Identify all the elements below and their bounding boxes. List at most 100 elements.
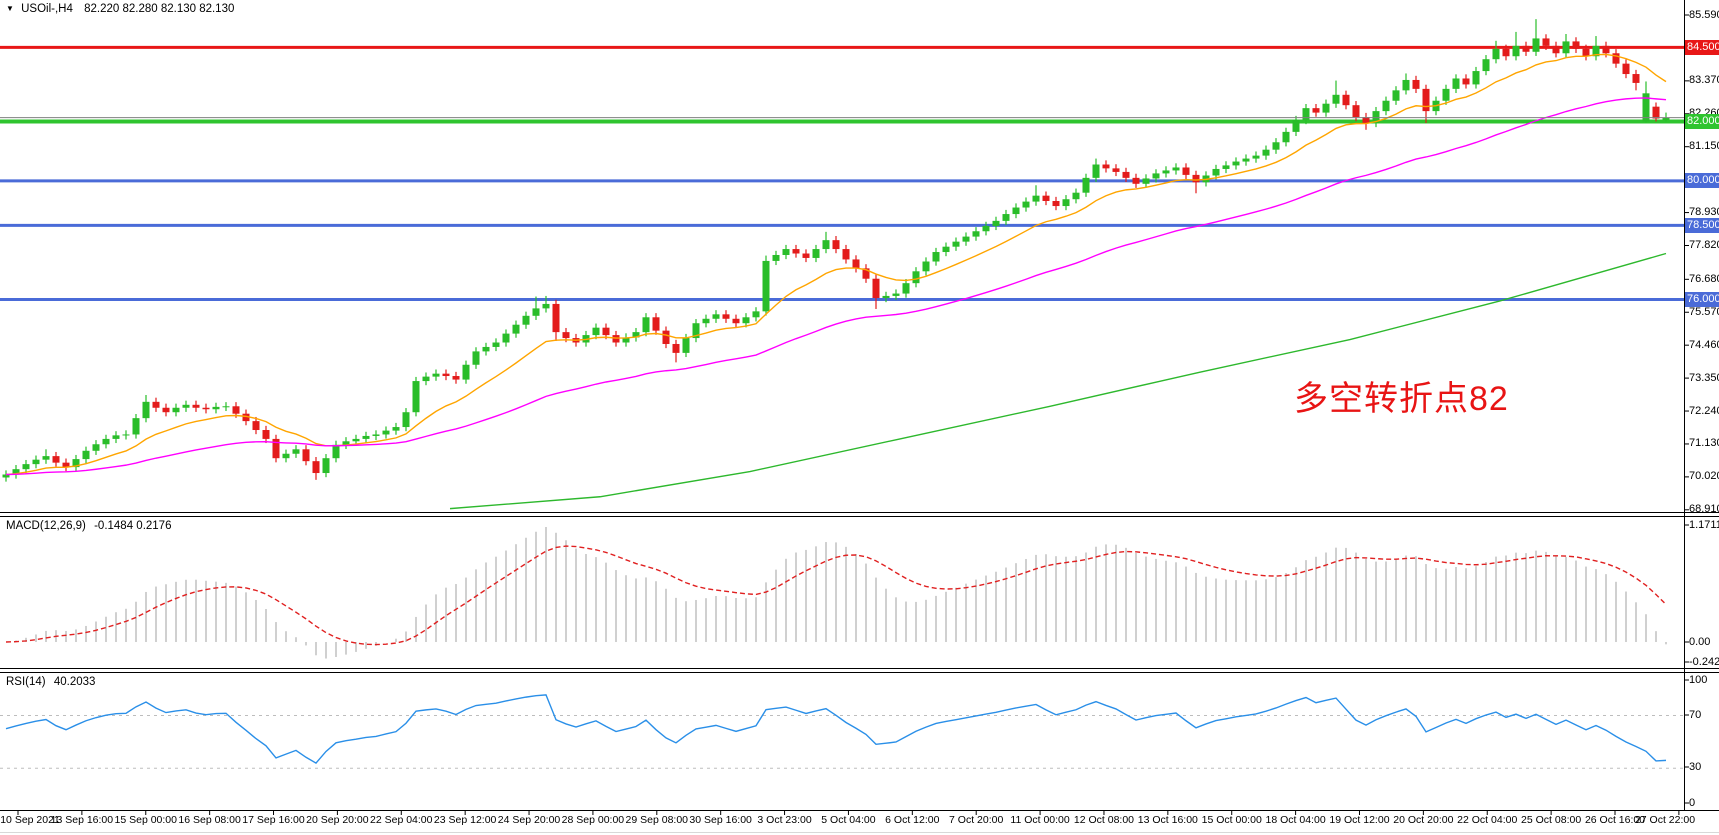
macd-histogram-bar	[755, 597, 757, 642]
macd-histogram-bar	[265, 609, 267, 642]
macd-histogram-bar	[1545, 551, 1547, 642]
macd-histogram-bar	[365, 642, 367, 649]
macd-header: MACD(12,26,9) -0.1484 0.2176	[6, 520, 171, 532]
candle-body	[1512, 45, 1520, 57]
candle-body	[742, 317, 750, 324]
macd-histogram-bar	[35, 634, 37, 642]
macd-histogram-bar	[1225, 579, 1227, 642]
annotation-text[interactable]: 多空转折点82	[1294, 380, 1509, 418]
macd-histogram-bar	[105, 616, 107, 642]
candle-body	[992, 220, 1000, 226]
candle-body	[1072, 192, 1080, 200]
candle-body	[312, 461, 320, 474]
macd-histogram-bar	[1195, 572, 1197, 642]
candle-body	[1482, 59, 1490, 72]
macd-histogram-bar	[585, 553, 587, 642]
candle-body	[1312, 108, 1320, 113]
candle-body	[382, 430, 390, 435]
candle-body	[1472, 71, 1480, 85]
macd-histogram-bar	[1315, 556, 1317, 642]
macd-histogram-bar	[1655, 631, 1657, 642]
macd-histogram-bar	[1165, 560, 1167, 642]
macd-histogram-bar	[965, 583, 967, 642]
candle-body	[1582, 48, 1590, 57]
time-axis-label: 20 Oct 20:00	[1393, 814, 1454, 826]
macd-histogram-bar	[135, 601, 137, 642]
candle-body	[552, 303, 560, 333]
macd-histogram-bar	[1305, 560, 1307, 642]
macd-histogram-bar	[1105, 544, 1107, 642]
macd-histogram-bar	[1535, 550, 1537, 642]
macd-histogram-bar	[475, 569, 477, 642]
candle-body	[532, 308, 540, 316]
macd-axis-label: -0.2424	[1689, 655, 1719, 668]
macd-histogram-bar	[695, 599, 697, 642]
candle-body	[682, 338, 690, 353]
rsi-axis-label: 30	[1689, 760, 1702, 773]
candle-body	[52, 456, 60, 463]
candle-body	[132, 418, 140, 435]
macd-histogram-bar	[855, 553, 857, 642]
candle-body	[692, 323, 700, 339]
candle-body	[1192, 174, 1200, 183]
macd-histogram-bar	[1045, 554, 1047, 642]
macd-histogram-bar	[1355, 552, 1357, 642]
macd-histogram-bar	[285, 631, 287, 642]
macd-histogram-bar	[1515, 552, 1517, 642]
macd-histogram-bar	[485, 562, 487, 642]
candle-body	[452, 376, 460, 380]
candle-body	[252, 421, 260, 431]
candle-body	[352, 438, 360, 442]
macd-histogram-bar	[125, 608, 127, 642]
macd-histogram-bar	[735, 598, 737, 642]
candle-body	[1352, 105, 1360, 118]
candle-body	[262, 430, 270, 439]
time-axis-label: 13 Oct 16:00	[1137, 814, 1198, 826]
macd-histogram-bar	[75, 629, 77, 642]
candle-body	[1182, 167, 1190, 175]
candle-body	[32, 459, 40, 465]
price-axis-label: 70.020	[1689, 470, 1719, 483]
ohlc-values: 82.220 82.280 82.130 82.130	[84, 3, 235, 15]
rsi-value: 40.2033	[53, 676, 96, 688]
price-axis-label: 81.150	[1689, 140, 1719, 153]
candle-body	[42, 456, 50, 460]
candle-body	[1262, 149, 1270, 156]
macd-histogram-bar	[1265, 579, 1267, 642]
candle-body	[1252, 155, 1260, 159]
candle-body	[1302, 108, 1310, 121]
macd-histogram-bar	[1385, 561, 1387, 642]
candle-body	[622, 337, 630, 343]
macd-histogram-bar	[835, 542, 837, 642]
candle-body	[1502, 48, 1510, 57]
candle-body	[1382, 100, 1390, 112]
macd-histogram-bar	[175, 581, 177, 642]
price-axis-label: 85.590	[1689, 8, 1719, 21]
macd-histogram-bar	[955, 587, 957, 642]
macd-histogram-bar	[785, 558, 787, 642]
candle-body	[842, 249, 850, 260]
macd-histogram-bar	[1325, 552, 1327, 642]
candle-body	[1042, 195, 1050, 201]
candle-body	[632, 332, 640, 338]
time-axis-label: 29 Sep 08:00	[625, 814, 689, 826]
candle-body	[822, 240, 830, 250]
candle-body	[202, 407, 210, 410]
macd-histogram-bar	[405, 631, 407, 642]
macd-histogram-bar	[1215, 578, 1217, 642]
symbol-header: ▼ USOil-,H4 82.220 82.280 82.130 82.130	[6, 3, 234, 15]
macd-title: MACD(12,26,9)	[6, 520, 86, 532]
candle-body	[802, 253, 810, 258]
macd-histogram-bar	[1005, 567, 1007, 642]
candle-body	[152, 401, 160, 408]
macd-histogram-bar	[945, 591, 947, 642]
macd-histogram-bar	[415, 616, 417, 642]
candle-body	[902, 283, 910, 294]
candle-body	[1222, 165, 1230, 169]
candle-body	[712, 314, 720, 319]
candle-body	[142, 401, 150, 419]
time-axis-label: 24 Sep 20:00	[497, 814, 561, 826]
candle-body	[1102, 164, 1110, 169]
time-axis-label: 11 Oct 00:00	[1010, 814, 1070, 826]
